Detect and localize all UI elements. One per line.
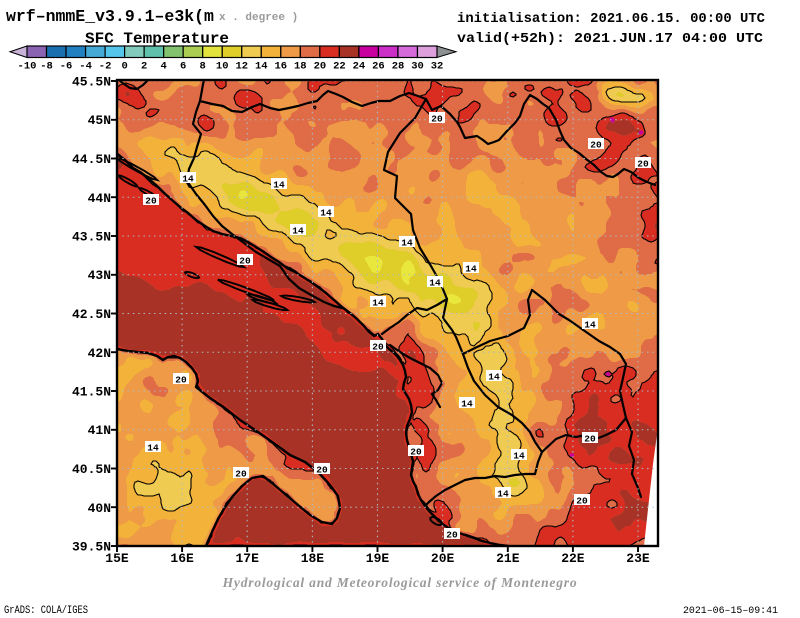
- svg-text:20: 20: [316, 465, 328, 476]
- svg-text:-2: -2: [99, 61, 112, 73]
- svg-text:43N: 43N: [88, 268, 111, 283]
- svg-text:41.5N: 41.5N: [72, 385, 111, 400]
- svg-text:32: 32: [431, 61, 444, 73]
- svg-text:20: 20: [584, 434, 596, 445]
- svg-text:4: 4: [161, 61, 167, 73]
- svg-text:26: 26: [372, 61, 385, 73]
- svg-text:18E: 18E: [301, 551, 325, 566]
- svg-text:12: 12: [235, 61, 248, 73]
- svg-text:20: 20: [239, 256, 251, 267]
- svg-text:14: 14: [465, 264, 477, 275]
- svg-text:44N: 44N: [88, 191, 111, 206]
- svg-text:14: 14: [461, 399, 473, 410]
- svg-text:20E: 20E: [431, 551, 455, 566]
- svg-text:0: 0: [121, 61, 127, 73]
- svg-text:20: 20: [372, 342, 384, 353]
- svg-text:20: 20: [576, 496, 588, 507]
- svg-text:20: 20: [145, 196, 157, 207]
- svg-text:14: 14: [372, 298, 384, 309]
- svg-text:Hydrological and Meteorologica: Hydrological and Meteorological service …: [222, 575, 578, 590]
- svg-text:14: 14: [429, 278, 441, 289]
- svg-text:-6: -6: [60, 61, 73, 73]
- svg-text:20: 20: [637, 159, 649, 170]
- svg-text:43.5N: 43.5N: [72, 230, 111, 245]
- svg-text:42.5N: 42.5N: [72, 307, 111, 322]
- svg-text:18: 18: [294, 61, 307, 73]
- svg-text:45.5N: 45.5N: [72, 75, 111, 90]
- svg-text:initialisation: 2021.06.15. 00: initialisation: 2021.06.15. 00:00 UTC: [457, 11, 766, 27]
- svg-text:14: 14: [273, 180, 285, 191]
- svg-text:-10: -10: [18, 61, 37, 73]
- svg-text:-4: -4: [79, 61, 92, 73]
- svg-text:22: 22: [333, 61, 346, 73]
- svg-text:24: 24: [353, 61, 366, 73]
- svg-text:-8: -8: [40, 61, 53, 73]
- svg-text:41N: 41N: [88, 423, 111, 438]
- svg-text:14: 14: [488, 372, 500, 383]
- svg-text:23E: 23E: [626, 551, 650, 566]
- svg-text:6: 6: [180, 61, 186, 73]
- svg-text:14: 14: [513, 451, 525, 462]
- svg-text:2: 2: [141, 61, 147, 73]
- svg-text:valid(+52h): 2021.JUN.17 04:00: valid(+52h): 2021.JUN.17 04:00 UTC: [457, 31, 764, 47]
- svg-text:20: 20: [410, 447, 422, 458]
- svg-text:wrf–nmmE_v3.9.1–e3k(m: wrf–nmmE_v3.9.1–e3k(m: [6, 7, 214, 26]
- svg-text:2021–06–15–09:41: 2021–06–15–09:41: [683, 605, 778, 617]
- svg-text:16E: 16E: [170, 551, 194, 566]
- svg-text:39.5N: 39.5N: [72, 540, 111, 555]
- svg-text:16: 16: [274, 61, 287, 73]
- svg-text:21E: 21E: [496, 551, 520, 566]
- svg-text:40N: 40N: [88, 501, 111, 516]
- svg-text:30: 30: [411, 61, 424, 73]
- svg-text:42N: 42N: [88, 346, 111, 361]
- svg-text:40.5N: 40.5N: [72, 462, 111, 477]
- svg-text:20: 20: [175, 375, 187, 386]
- svg-text:14: 14: [147, 443, 159, 454]
- svg-text:44.5N: 44.5N: [72, 152, 111, 167]
- svg-text:SFC Temperature: SFC Temperature: [85, 30, 229, 48]
- svg-text:22E: 22E: [561, 551, 585, 566]
- svg-text:20: 20: [446, 530, 458, 541]
- svg-text:20: 20: [431, 114, 443, 125]
- svg-text:14: 14: [401, 238, 413, 249]
- svg-text:8: 8: [200, 61, 206, 73]
- svg-text:14: 14: [182, 174, 194, 185]
- svg-text:15E: 15E: [105, 551, 129, 566]
- svg-text:17E: 17E: [235, 551, 259, 566]
- svg-text:45N: 45N: [88, 113, 111, 128]
- svg-text:14: 14: [292, 226, 304, 237]
- svg-text:20: 20: [590, 140, 602, 151]
- svg-text:x . degree ): x . degree ): [219, 12, 298, 24]
- svg-text:GrADS: COLA/IGES: GrADS: COLA/IGES: [4, 605, 88, 617]
- svg-text:10: 10: [216, 61, 229, 73]
- svg-text:20: 20: [314, 61, 327, 73]
- svg-text:14: 14: [320, 208, 332, 219]
- svg-text:20: 20: [235, 469, 247, 480]
- svg-text:19E: 19E: [366, 551, 390, 566]
- svg-text:14: 14: [497, 489, 509, 500]
- svg-text:28: 28: [392, 61, 405, 73]
- svg-text:14: 14: [255, 61, 268, 73]
- svg-text:14: 14: [584, 320, 596, 331]
